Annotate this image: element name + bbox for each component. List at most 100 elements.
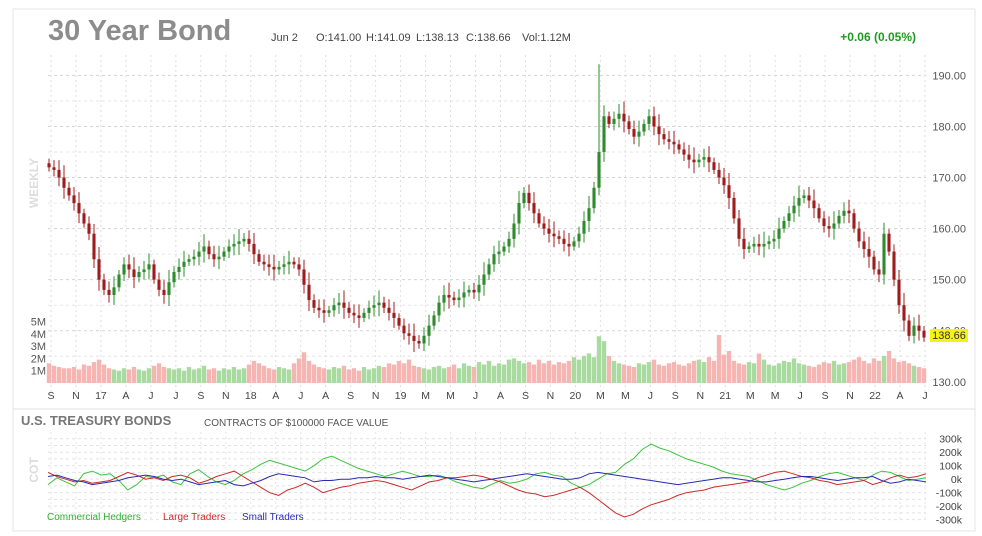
volume-bar: [151, 365, 157, 383]
volume-tick-label: 3M: [31, 341, 46, 353]
volume-bar: [301, 352, 307, 383]
volume-bar: [701, 362, 707, 383]
volume-bar: [631, 367, 637, 383]
candle-body: [792, 205, 796, 214]
volume-bar: [576, 359, 582, 383]
volume-bar: [891, 358, 897, 383]
candle-body: [797, 197, 801, 206]
header-open: O:141.00: [316, 32, 361, 44]
candle-body: [512, 223, 516, 239]
candle-body: [202, 246, 206, 252]
candle-body: [817, 208, 821, 219]
volume-bar: [166, 368, 172, 383]
volume-bar: [121, 368, 127, 383]
candle-body: [107, 289, 111, 295]
candle-body: [697, 159, 701, 163]
volume-tick-label: 2M: [31, 353, 46, 365]
volume-bar: [806, 365, 812, 383]
candle-body: [647, 116, 651, 124]
volume-bar: [606, 355, 612, 383]
volume-bar: [196, 368, 202, 383]
candle-body: [142, 269, 146, 273]
candle-body: [367, 307, 371, 313]
time-tick-label: N: [222, 390, 230, 402]
candle-body: [422, 335, 426, 344]
candle-body: [812, 200, 816, 209]
volume-bar: [861, 360, 867, 383]
price-tick-label: 150.00: [932, 275, 966, 287]
candle-body: [157, 279, 161, 290]
price-change: +0.06 (0.05%): [840, 30, 916, 44]
time-tick-label: A: [897, 390, 904, 402]
volume-bar: [566, 360, 572, 383]
legend-small-traders: Small Traders: [242, 512, 304, 523]
candle-body: [217, 256, 221, 260]
candle-body: [592, 187, 596, 209]
candle-body: [92, 233, 96, 260]
candle-body: [847, 210, 851, 214]
volume-bar: [156, 363, 162, 383]
candle-body: [807, 195, 811, 201]
volume-bar: [731, 360, 737, 383]
volume-bars: [46, 335, 927, 383]
price-tick-label: 180.00: [932, 121, 966, 133]
candle-body: [437, 302, 441, 316]
header-high: H:141.09: [366, 32, 411, 44]
candle-body: [862, 241, 866, 250]
volume-bar: [851, 359, 857, 383]
candle-body: [257, 254, 261, 262]
volume-bar: [601, 341, 607, 383]
cot-series: [47, 443, 927, 518]
candle-body: [692, 159, 696, 163]
candle-body: [482, 274, 486, 285]
volume-bar: [141, 370, 147, 383]
time-tick-label: J: [922, 390, 927, 402]
candle-body: [537, 213, 541, 224]
candle-body: [82, 213, 86, 224]
volume-bar: [541, 363, 547, 383]
volume-bar: [111, 369, 117, 383]
candle-body: [597, 152, 601, 188]
volume-bar: [856, 357, 862, 383]
candle-body: [292, 261, 296, 265]
volume-bar: [596, 336, 602, 383]
volume-bar: [426, 369, 432, 383]
candle-body: [767, 241, 771, 244]
volume-bar: [286, 369, 292, 383]
candle-body: [562, 238, 566, 244]
volume-bar: [766, 364, 772, 383]
time-tick-label: M: [621, 390, 630, 402]
cot-tick-label: -100k: [936, 488, 963, 500]
legend-large-traders: Large Traders: [163, 512, 225, 523]
candle-body: [477, 284, 481, 293]
time-tick-label: N: [547, 390, 555, 402]
candle-body: [732, 197, 736, 219]
candle-body: [72, 195, 76, 204]
volume-bar: [366, 369, 372, 383]
volume-bar: [386, 363, 392, 383]
volume-bar: [451, 364, 457, 383]
header-date: Jun 2: [271, 32, 298, 44]
volume-bar: [471, 367, 477, 383]
candle-body: [167, 282, 171, 295]
candle-body: [457, 297, 461, 301]
volume-bar: [646, 362, 652, 383]
candle-body: [372, 305, 376, 308]
candle-body: [122, 264, 126, 275]
volume-bar: [361, 367, 367, 383]
candle-body: [182, 261, 186, 267]
volume-bar: [901, 360, 907, 383]
candle-body: [397, 317, 401, 326]
candle-body: [412, 335, 416, 341]
candle-body: [342, 302, 346, 308]
candle-body: [617, 113, 621, 119]
volume-bar: [181, 370, 187, 383]
volume-bar: [666, 363, 672, 383]
volume-bar: [836, 364, 842, 383]
volume-bar: [306, 360, 312, 383]
volume-bar: [351, 368, 357, 383]
price-gridlines: [48, 55, 926, 392]
volume-bar: [411, 365, 417, 383]
volume-bar: [526, 362, 532, 383]
volume-bar: [236, 369, 242, 383]
